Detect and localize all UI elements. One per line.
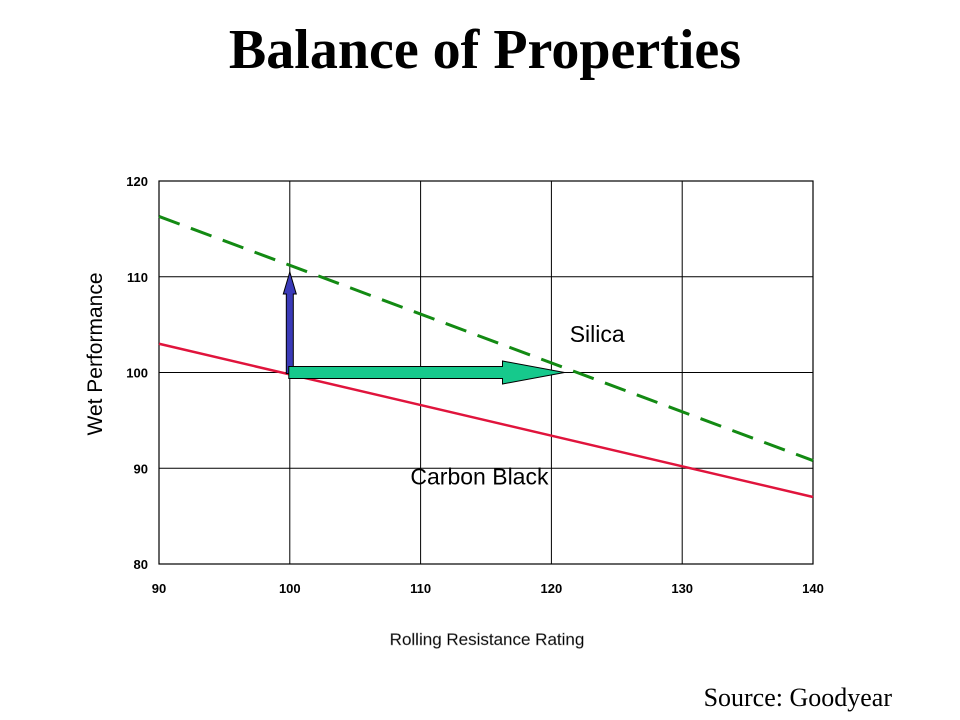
y-tick-label: 80	[134, 557, 148, 572]
x-tick-label: 90	[152, 581, 166, 596]
tick-labels: 90 100 110 120 130 140 80 90 100 110 120	[126, 174, 824, 596]
y-tick-label: 100	[126, 366, 148, 381]
series-line-carbon-black	[158, 342, 814, 499]
series-line-silica	[158, 215, 814, 462]
y-axis-label: Wet Performance	[84, 272, 107, 435]
series-label-carbon-black: Carbon Black	[410, 464, 549, 490]
y-tick-label: 110	[127, 270, 148, 285]
x-tick-label: 140	[802, 581, 824, 596]
annotation-arrows	[282, 270, 565, 385]
slide-title: Balance of Properties	[228, 19, 742, 81]
x-tick-label: 120	[541, 581, 563, 596]
series-lines	[158, 215, 814, 499]
y-tick-label: 120	[126, 174, 148, 189]
x-axis-label: Rolling Resistance Rating	[390, 630, 585, 649]
vertical-arrow	[282, 270, 297, 374]
horizontal-arrow	[288, 360, 565, 385]
series-labels: Silica Carbon Black	[410, 321, 624, 490]
x-tick-label: 130	[671, 581, 693, 596]
x-tick-label: 110	[410, 581, 431, 596]
series-label-silica: Silica	[570, 321, 625, 347]
y-tick-label: 90	[134, 461, 148, 476]
x-tick-label: 100	[279, 581, 301, 596]
source-note: Source: Goodyear	[703, 683, 892, 712]
plot-area-frame	[158, 180, 814, 565]
